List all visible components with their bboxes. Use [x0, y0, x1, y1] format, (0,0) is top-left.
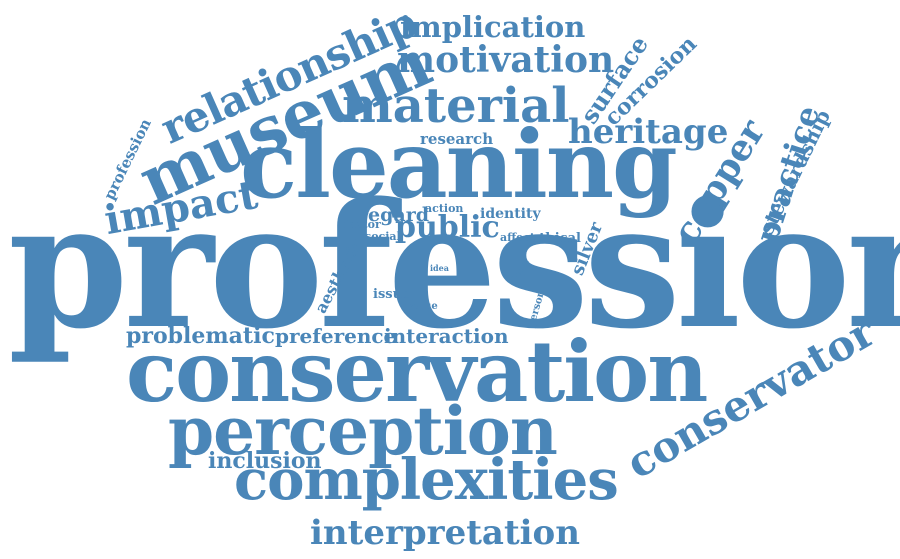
- word-conservation: conservation: [126, 322, 708, 421]
- word-regard: regard: [358, 204, 429, 226]
- word-complexities: complexities: [234, 447, 619, 513]
- word-motivation: motivation: [397, 39, 615, 81]
- word-cleaning: cleaning: [240, 110, 678, 220]
- word-material: material: [342, 78, 570, 134]
- word-perception: perception: [168, 392, 558, 470]
- word-idea: idea: [430, 263, 449, 273]
- word-issue: issue: [373, 287, 411, 302]
- word-problematic: problematic: [126, 323, 275, 349]
- word-research: research: [420, 130, 494, 148]
- word-interaction: interaction: [384, 324, 509, 348]
- word-public: public: [395, 210, 500, 245]
- word-interpretation: interpretation: [310, 513, 580, 553]
- word-implication: implication: [400, 10, 586, 44]
- word-professional: professional: [8, 164, 900, 367]
- word-affect: affect: [500, 231, 535, 244]
- word-preference: preference: [275, 324, 397, 348]
- word-heritage: heritage: [568, 112, 729, 152]
- word-ethical: ethical: [531, 231, 581, 246]
- word-inclusion: inclusion: [208, 448, 322, 474]
- word-identity: identity: [480, 206, 541, 222]
- word-value: value: [408, 301, 438, 312]
- word-social: social: [365, 230, 401, 243]
- word-action: action: [425, 202, 464, 215]
- word-factor: factor: [344, 218, 381, 231]
